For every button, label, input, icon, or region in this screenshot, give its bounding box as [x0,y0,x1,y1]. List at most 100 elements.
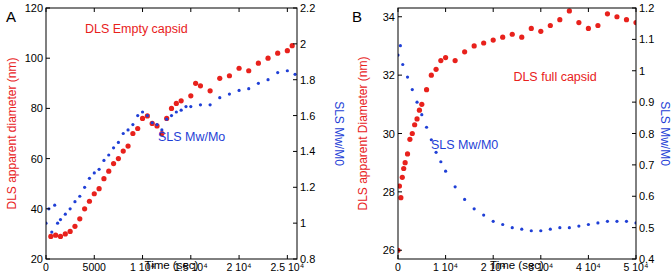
y2-tick-label: 0.4 [639,253,654,265]
point [576,20,581,25]
frame [398,8,636,259]
x-axis-title: Time (sec) [490,259,544,271]
point [111,161,116,166]
x-tick [287,255,288,259]
y-tick-label: 80 [31,102,43,114]
point [247,87,250,90]
point [519,35,524,40]
point [529,26,534,31]
point [439,160,442,163]
point [116,156,121,161]
x-tick [540,8,541,12]
y2-tick [293,151,297,152]
point [146,114,149,117]
y2-tick-label: 1.2 [300,181,315,193]
x-tick-label: 4 10⁴ [576,261,601,271]
point [217,76,222,81]
point [151,121,154,124]
point [596,221,599,224]
point [548,23,553,28]
y2-tick-label: 1.8 [300,74,315,86]
point [48,234,53,239]
point [293,73,296,76]
point [454,185,457,188]
x-tick-label: 2 10⁴ [227,261,252,271]
y-tick-label: 30 [383,128,395,140]
y2-tick [632,196,636,197]
point [150,121,155,126]
point [64,213,67,216]
data [398,8,636,253]
point [406,75,409,78]
y-tick-label: 120 [25,2,43,14]
point [492,220,495,223]
point [170,114,173,117]
point [410,131,415,136]
y2-tick-label: 0.7 [639,159,654,171]
point [558,226,561,229]
x-tick [239,255,240,259]
point [568,226,571,229]
y2-tick [632,39,636,40]
frame [46,8,297,259]
y2-tick-label: 0.8 [639,128,654,140]
y-tick [398,133,402,134]
point [83,186,86,189]
y-tick [46,259,50,260]
point [193,81,198,86]
y-tick-label: 28 [383,186,395,198]
point [96,186,101,191]
y2-axis-title: SLS Mw/M0 [332,101,346,166]
y-tick-label: 100 [25,52,43,64]
point [417,108,422,113]
point [453,58,458,63]
point [130,131,135,136]
point [169,106,174,111]
point [122,132,125,135]
point [625,220,628,223]
point [577,224,580,227]
point [433,67,438,72]
y2-tick-label: 0.9 [639,96,654,108]
x-tick [636,255,637,259]
x-tick [287,8,288,12]
point [549,228,552,231]
point [539,229,542,232]
y2-tick [293,115,297,116]
y2-axis-title: SLS Mw/M0 [658,101,672,166]
y-tick-label: 32 [383,69,395,81]
point [399,44,402,47]
y2-tick [293,8,297,9]
point [425,126,428,129]
x-tick [445,255,446,259]
point [236,66,241,71]
point [198,83,203,88]
panel: B01 10⁴2 10⁴3 10⁴4 10⁴5 10⁴26283032340.4… [352,2,672,271]
point [189,105,192,108]
x-tick [142,255,143,259]
point [53,204,56,207]
x-tick [142,8,143,12]
panel-label: B [352,8,362,25]
y-tick-label: 20 [31,253,43,265]
x-tick [588,255,589,259]
point [398,195,403,200]
point [82,206,87,211]
point [237,89,240,92]
x-tick [94,8,95,12]
y2-tick [632,102,636,103]
point [227,73,232,78]
point [117,141,120,144]
y2-tick-label: 1.2 [639,2,654,14]
point [63,231,68,236]
x-tick-label: 5000 [83,261,107,271]
x-tick [94,255,95,259]
x-tick [636,8,637,12]
point [606,220,609,223]
point [257,82,260,85]
point [411,88,414,91]
point [121,148,126,153]
point [53,233,58,238]
y-tick-label: 26 [383,244,395,256]
y-tick [46,108,50,109]
